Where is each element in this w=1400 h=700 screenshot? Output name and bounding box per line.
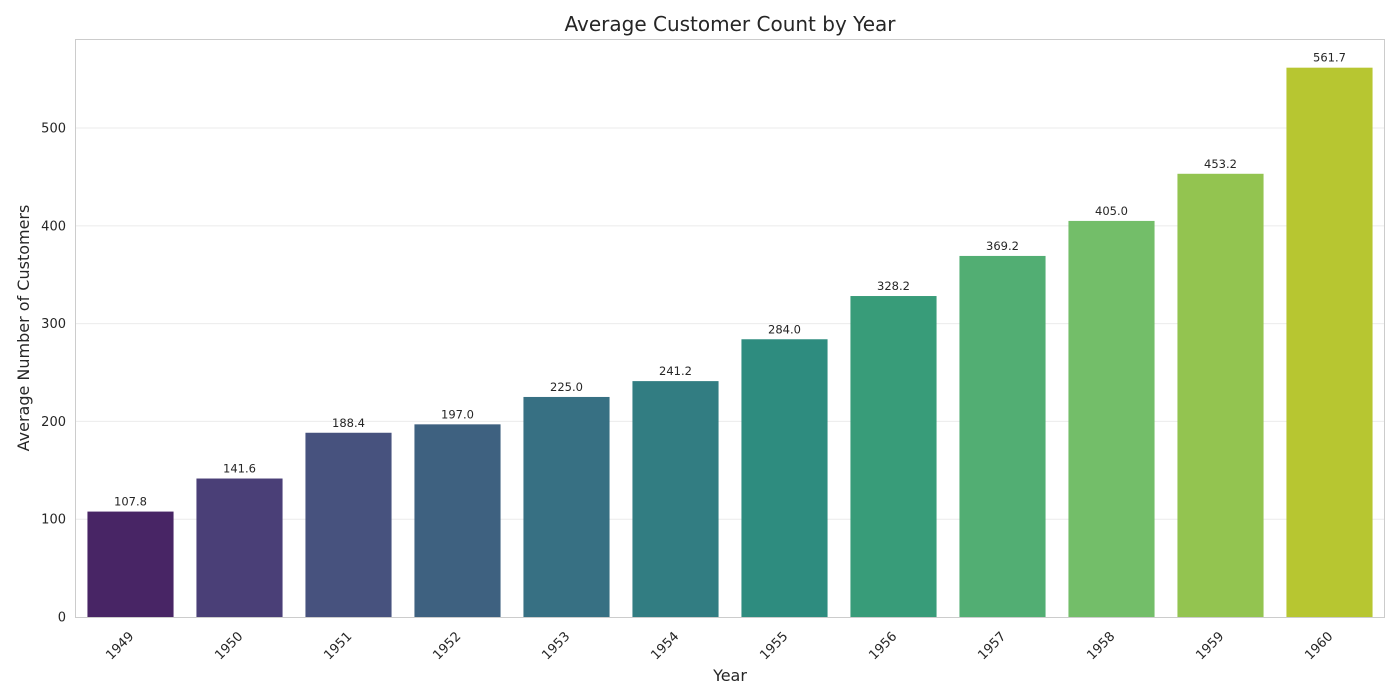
x-axis-ticks: 1949 1950 1951 1952 1953 1954 1955 1956 1957 1958… xyxy=(103,629,1336,663)
data-label-1950: 141.6 xyxy=(223,462,256,476)
bar-1959 xyxy=(1177,173,1264,617)
bar-1955 xyxy=(741,339,828,617)
x-tick-label-1957: 1957 xyxy=(975,629,1009,663)
y-tick-label: 500 xyxy=(41,122,66,137)
y-axis-ticks: 0 100 200 300 400 500 xyxy=(41,122,66,626)
data-label-1949: 107.8 xyxy=(114,495,147,509)
data-label-1955: 284.0 xyxy=(768,322,801,336)
data-labels: 107.8 141.6 188.4 197.0 225.0 241.2 284.0 328.2… xyxy=(114,51,1346,509)
bar-1958 xyxy=(1068,220,1155,618)
x-tick-label-1959: 1959 xyxy=(1193,629,1227,663)
bar-1950 xyxy=(196,478,283,617)
data-label-1959: 453.2 xyxy=(1204,157,1237,171)
y-tick-label: 200 xyxy=(41,415,66,430)
y-tick-label: 400 xyxy=(41,219,66,234)
bar-1952 xyxy=(414,424,501,617)
bar-1953 xyxy=(523,396,610,617)
data-label-1954: 241.2 xyxy=(659,364,692,378)
data-label-1953: 225.0 xyxy=(550,380,583,394)
x-tick-label-1951: 1951 xyxy=(321,629,355,663)
bar-1954 xyxy=(632,381,719,617)
bar-series xyxy=(87,67,1373,618)
bar-1951 xyxy=(305,432,392,617)
y-axis-label: Average Number of Customers xyxy=(14,205,33,452)
x-tick-label-1953: 1953 xyxy=(539,629,573,663)
y-tick-label: 0 xyxy=(58,611,66,626)
bar-1956 xyxy=(850,296,937,617)
data-label-1957: 369.2 xyxy=(986,239,1019,253)
x-tick-label-1956: 1956 xyxy=(866,629,900,663)
data-label-1952: 197.0 xyxy=(441,407,474,421)
data-label-1951: 188.4 xyxy=(332,416,365,430)
bar-1949 xyxy=(87,511,174,617)
y-tick-label: 100 xyxy=(41,513,66,528)
x-tick-label-1949: 1949 xyxy=(103,629,137,663)
x-tick-label-1952: 1952 xyxy=(430,629,464,663)
data-label-1956: 328.2 xyxy=(877,279,910,293)
bar-1960 xyxy=(1286,67,1373,617)
x-tick-label-1954: 1954 xyxy=(648,629,682,663)
grid-lines xyxy=(76,127,1384,520)
x-axis-label: Year xyxy=(712,666,747,685)
plot-frame xyxy=(75,39,1385,618)
x-tick-label-1955: 1955 xyxy=(757,629,791,663)
data-label-1960: 561.7 xyxy=(1313,51,1346,65)
bar-1957 xyxy=(959,255,1046,617)
data-label-1958: 405.0 xyxy=(1095,204,1128,218)
chart-title: Average Customer Count by Year xyxy=(565,12,897,36)
x-tick-label-1960: 1960 xyxy=(1302,629,1336,663)
x-tick-label-1950: 1950 xyxy=(212,629,246,663)
y-tick-label: 300 xyxy=(41,317,66,332)
x-tick-label-1958: 1958 xyxy=(1084,629,1118,663)
